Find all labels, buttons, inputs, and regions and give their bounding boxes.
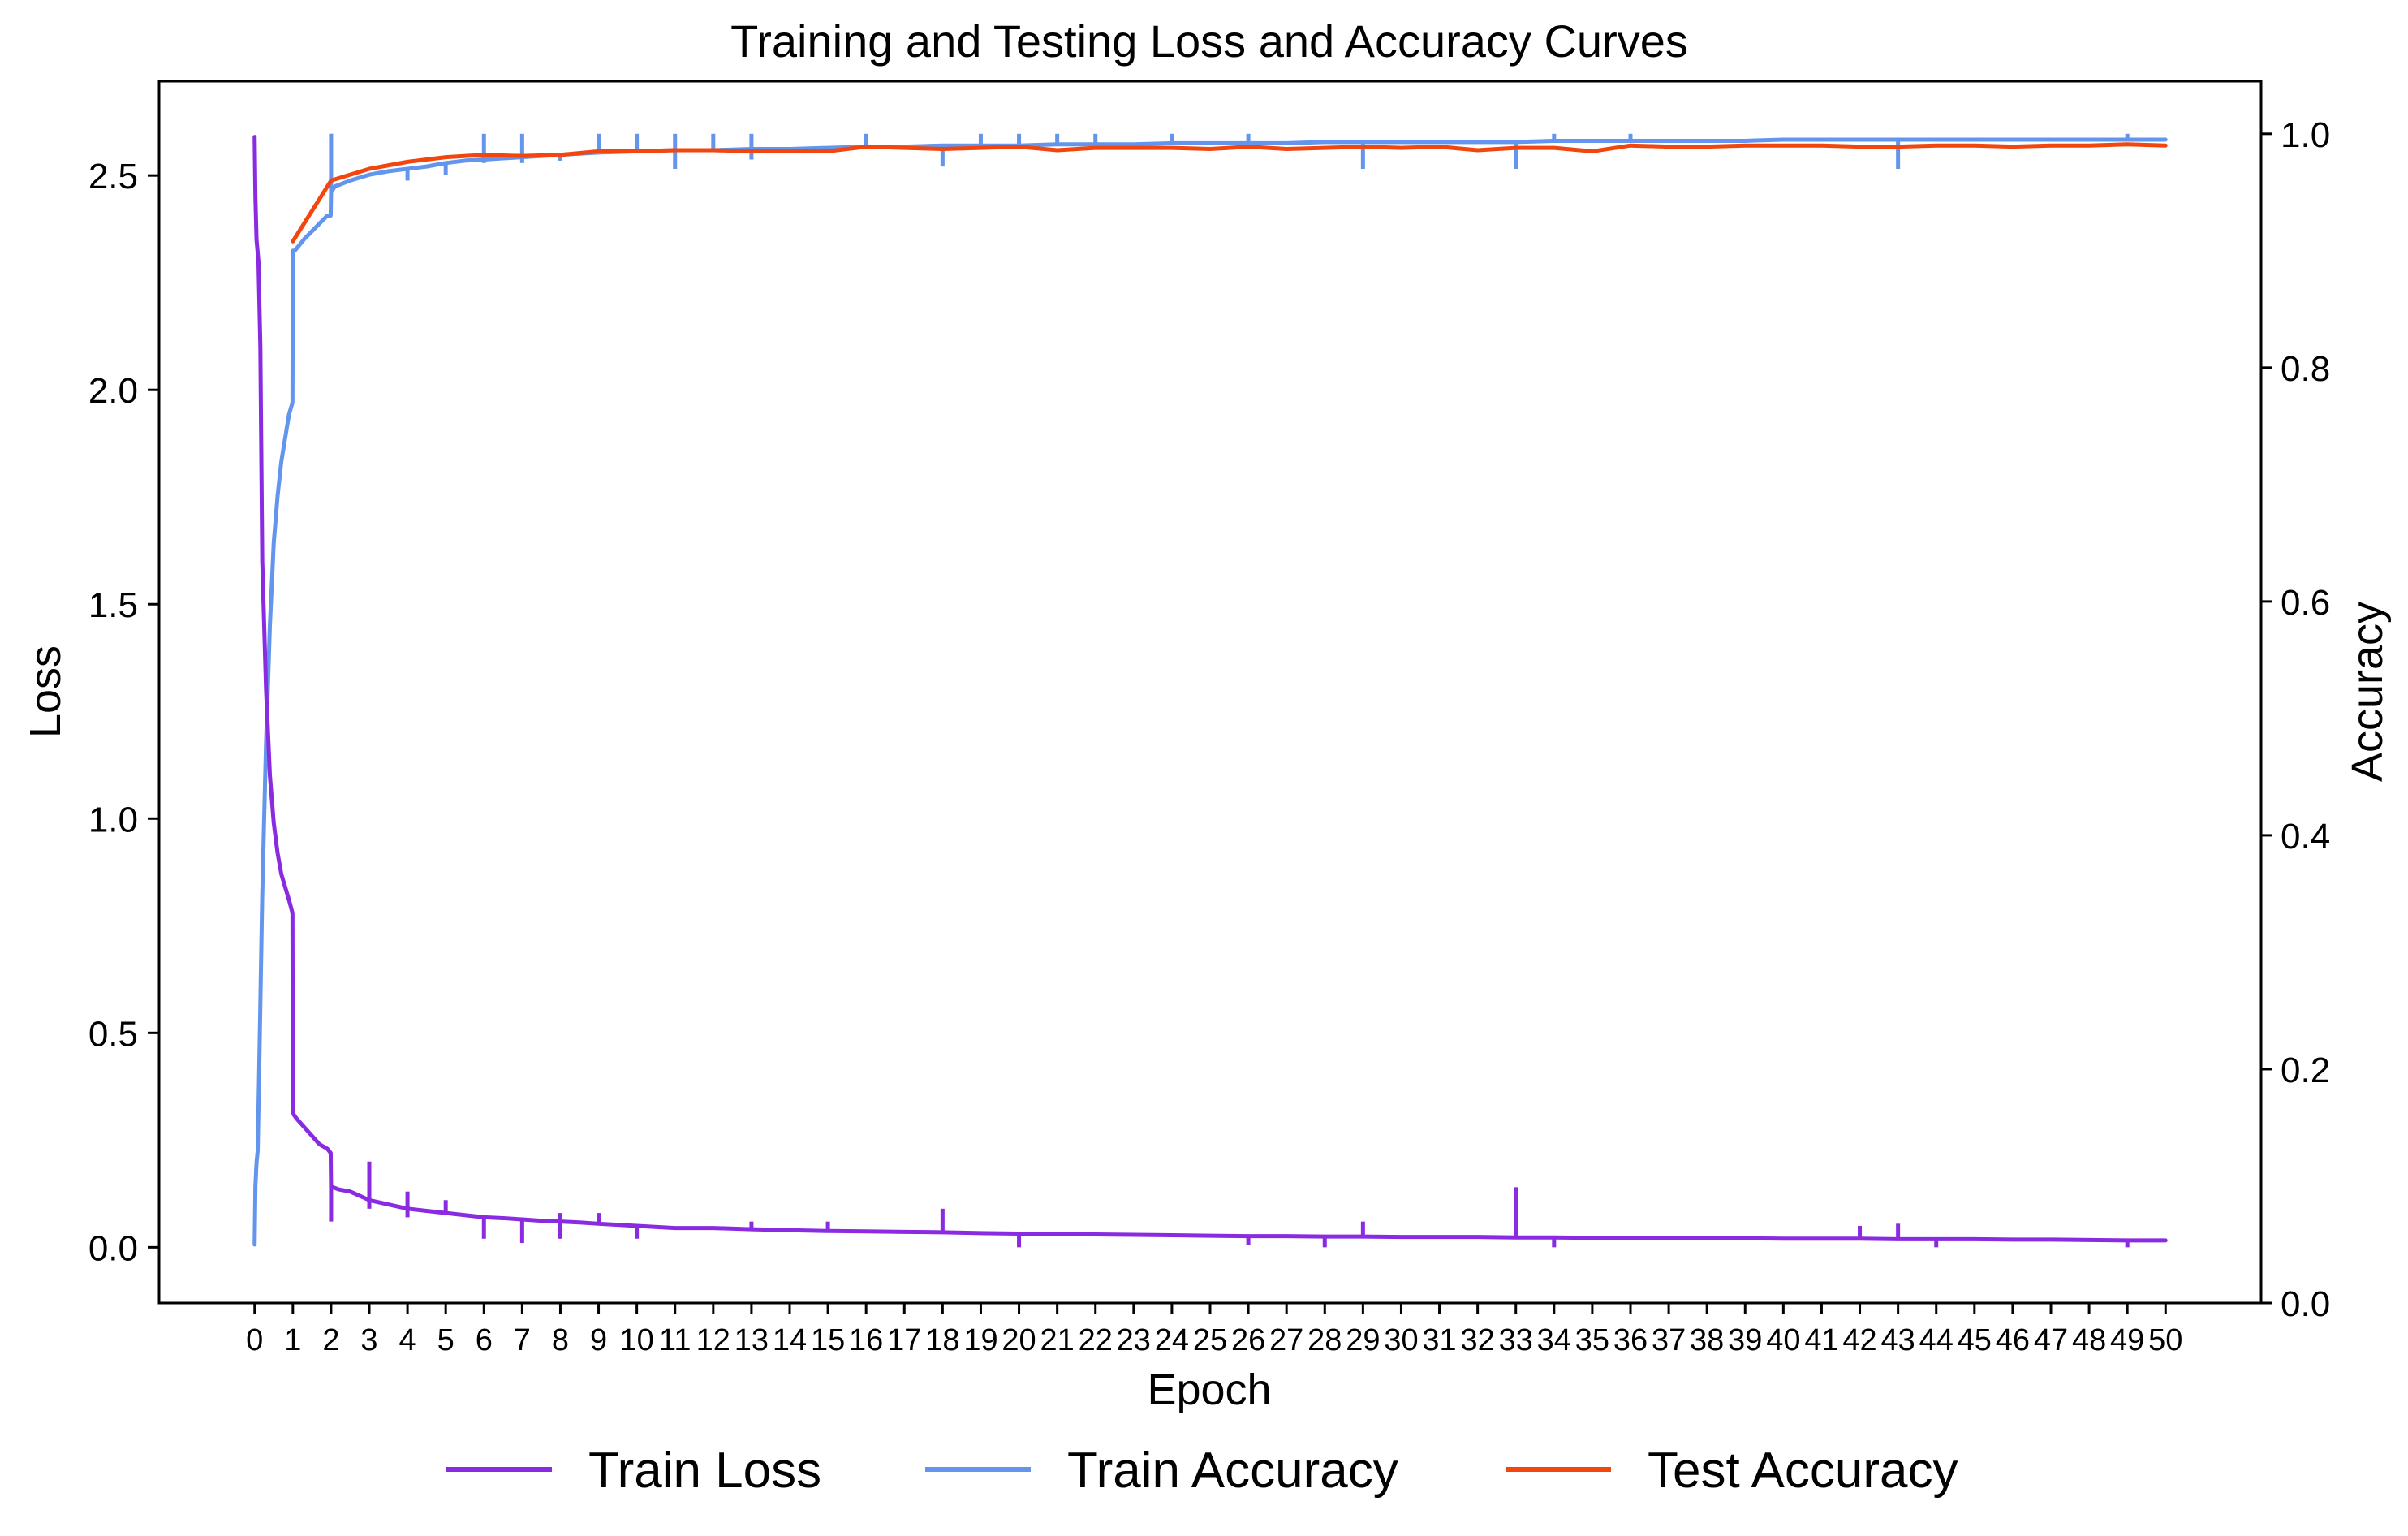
y-axis-right-label: Accuracy (2343, 602, 2392, 782)
y-left-tick-label: 2.0 (88, 371, 138, 411)
y-left-tick-label: 1.5 (88, 585, 138, 625)
x-tick-label: 40 (1766, 1323, 1800, 1357)
x-tick-label: 3 (360, 1323, 377, 1357)
x-tick-label: 10 (619, 1323, 653, 1357)
y-right-tick-label: 0.4 (2281, 817, 2330, 856)
x-tick-label: 24 (1155, 1323, 1189, 1357)
x-tick-label: 5 (437, 1323, 454, 1357)
x-tick-label: 37 (1652, 1323, 1686, 1357)
legend-label-train-accuracy: Train Accuracy (1067, 1443, 1398, 1499)
x-tick-label: 29 (1346, 1323, 1380, 1357)
x-tick-label: 30 (1384, 1323, 1418, 1357)
x-tick-label: 16 (849, 1323, 883, 1357)
x-tick-label: 45 (1958, 1323, 1992, 1357)
x-axis-label: Epoch (1147, 1366, 1271, 1414)
y-left-tick-label: 0.5 (88, 1014, 138, 1054)
y-axis-left: 0.0 0.5 1.0 1.5 2.0 2.5 (88, 157, 159, 1268)
y-left-tick-label: 1.0 (88, 800, 138, 839)
series-line-train-loss (252, 135, 2168, 1243)
x-tick-label: 23 (1117, 1323, 1151, 1357)
x-tick-label: 50 (2148, 1323, 2182, 1357)
y-right-tick-label: 0.0 (2281, 1284, 2330, 1324)
y-right-tick-label: 1.0 (2281, 115, 2330, 155)
y-right-tick-label: 0.6 (2281, 583, 2330, 623)
legend-label-train-loss: Train Loss (588, 1443, 821, 1499)
x-tick-label: 6 (476, 1323, 493, 1357)
series-line-test-accuracy (291, 142, 2168, 244)
x-tick-label: 48 (2072, 1323, 2106, 1357)
x-tick-label: 9 (590, 1323, 607, 1357)
x-tick-label: 31 (1422, 1323, 1456, 1357)
chart-title: Training and Testing Loss and Accuracy C… (730, 15, 1688, 67)
y-left-tick-label: 0.0 (88, 1228, 138, 1268)
x-tick-label: 11 (659, 1323, 691, 1357)
x-tick-label: 0 (246, 1323, 263, 1357)
x-tick-label: 49 (2110, 1323, 2144, 1357)
x-tick-label: 1 (284, 1323, 301, 1357)
x-tick-label: 17 (887, 1323, 921, 1357)
x-tick-label: 28 (1307, 1323, 1342, 1357)
legend-label-test-accuracy: Test Accuracy (1648, 1443, 1958, 1499)
x-tick-label: 15 (811, 1323, 845, 1357)
x-tick-label: 35 (1575, 1323, 1609, 1357)
x-tick-label: 2 (322, 1323, 339, 1357)
y-left-tick-label: 2.5 (88, 157, 138, 196)
x-tick-label: 32 (1460, 1323, 1494, 1357)
y-axis-right: 0.0 0.2 0.4 0.6 0.8 1.0 (2261, 115, 2330, 1324)
legend: Train Loss Train Accuracy Test Accuracy (446, 1443, 1958, 1499)
y-axis-left-label: Loss (21, 645, 70, 738)
x-tick-label: 21 (1040, 1323, 1074, 1357)
x-tick-label: 43 (1880, 1323, 1915, 1357)
x-tick-label: 39 (1728, 1323, 1762, 1357)
x-tick-label: 47 (2034, 1323, 2068, 1357)
plot-area (157, 80, 2263, 1305)
x-tick-label: 22 (1079, 1323, 1113, 1357)
plot-frame (157, 80, 2263, 1305)
x-tick-label: 34 (1537, 1323, 1571, 1357)
x-tick-label: 44 (1919, 1323, 1954, 1357)
x-tick-label: 38 (1690, 1323, 1724, 1357)
y-right-tick-label: 0.2 (2281, 1051, 2330, 1090)
x-tick-label: 4 (399, 1323, 416, 1357)
x-tick-label: 42 (1842, 1323, 1876, 1357)
series-layer (252, 133, 2168, 1248)
series-line-train-accuracy (252, 137, 2168, 1247)
x-tick-label: 26 (1231, 1323, 1265, 1357)
y-right-tick-label: 0.8 (2281, 349, 2330, 389)
x-tick-label: 7 (514, 1323, 531, 1357)
x-tick-label: 33 (1499, 1323, 1533, 1357)
x-tick-label: 20 (1002, 1323, 1036, 1357)
x-tick-label: 25 (1193, 1323, 1227, 1357)
x-tick-label: 36 (1613, 1323, 1648, 1357)
x-tick-label: 19 (963, 1323, 997, 1357)
x-axis: 0 1 2 3 4 5 6 7 8 9 10 11 12 13 14 15 16 17 18 19 20 21 22 23 24… (246, 1303, 2182, 1357)
x-tick-label: 8 (552, 1323, 569, 1357)
x-tick-label: 13 (734, 1323, 769, 1357)
x-tick-label: 41 (1804, 1323, 1838, 1357)
x-tick-label: 14 (773, 1323, 807, 1357)
x-tick-label: 27 (1269, 1323, 1303, 1357)
x-tick-label: 12 (696, 1323, 730, 1357)
x-tick-label: 18 (925, 1323, 959, 1357)
x-tick-label: 46 (1996, 1323, 2030, 1357)
